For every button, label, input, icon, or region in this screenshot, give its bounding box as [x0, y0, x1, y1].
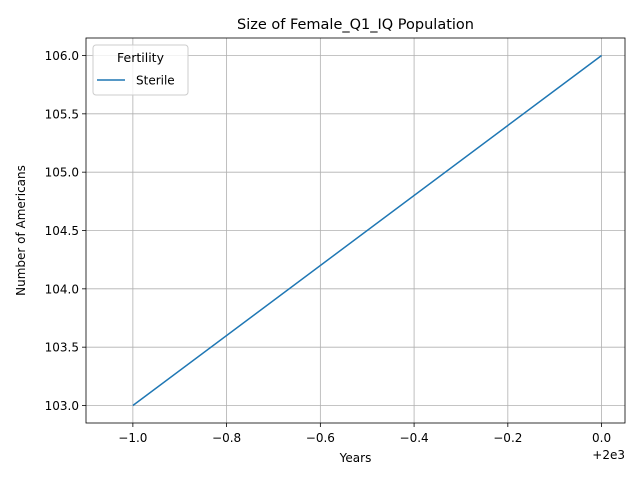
y-axis-label: Number of Americans — [14, 165, 28, 296]
x-tick-label: −0.2 — [493, 431, 522, 445]
chart-title: Size of Female_Q1_IQ Population — [237, 17, 474, 33]
series-lines — [132, 54, 603, 407]
y-tick-label: 104.0 — [45, 282, 79, 296]
y-tick-label: 103.5 — [45, 341, 79, 355]
legend-label-sterile: Sterile — [136, 74, 175, 88]
x-axis-label: Years — [339, 451, 372, 465]
series-line-sterile — [132, 54, 603, 407]
y-tick-label: 104.5 — [45, 224, 79, 238]
x-tick-label: −0.4 — [400, 431, 429, 445]
x-tick-label: −1.0 — [118, 431, 147, 445]
x-tick-label: 0.0 — [592, 431, 611, 445]
legend: Fertility Sterile — [92, 44, 189, 96]
x-axis-offset-label: +2e3 — [592, 448, 625, 462]
x-tick-label: −0.6 — [306, 431, 335, 445]
y-tick-label: 105.0 — [45, 166, 79, 180]
legend-title: Fertility — [117, 50, 165, 65]
axis-ticks: −1.0 −0.8 −0.6 −0.4 −0.2 0.0 103.0 103.5 104.0 10… — [45, 49, 611, 445]
legend-box — [92, 44, 189, 96]
grid — [86, 38, 625, 423]
y-tick-label: 106.0 — [45, 49, 79, 63]
y-tick-label: 103.0 — [45, 399, 79, 413]
y-tick-label: 105.5 — [45, 107, 79, 121]
x-tick-label: −0.8 — [212, 431, 241, 445]
